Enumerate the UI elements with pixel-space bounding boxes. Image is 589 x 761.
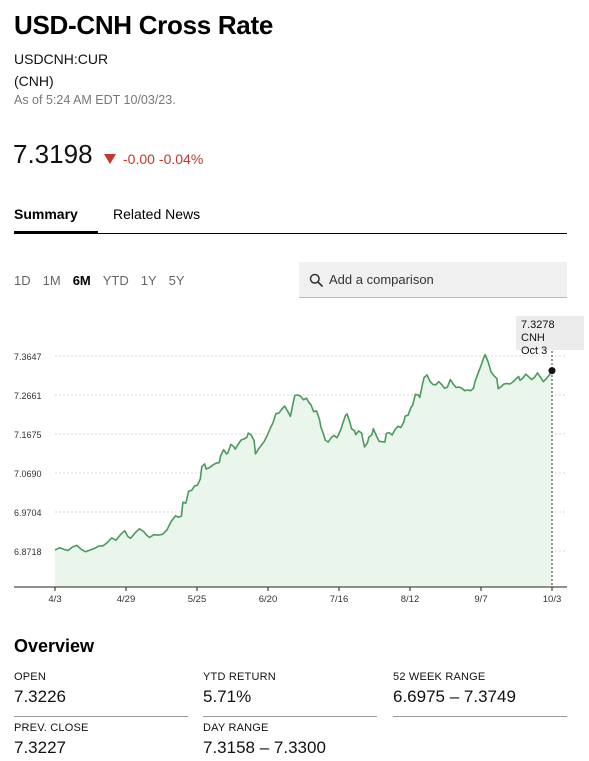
stat-ytd-return: YTD RETURN 5.71% xyxy=(203,671,377,717)
stat-open: OPEN 7.3226 xyxy=(14,671,188,717)
stat-label: 52 WEEK RANGE xyxy=(393,671,486,683)
down-arrow-icon xyxy=(104,154,116,164)
current-point-marker xyxy=(548,367,556,375)
range-5y[interactable]: 5Y xyxy=(168,273,185,288)
currency-label: (CNH) xyxy=(14,73,54,89)
stat-label: PREV. CLOSE xyxy=(14,722,89,734)
stat-day-range: DAY RANGE 7.3158 – 7.3300 xyxy=(203,722,377,761)
chart-tooltip: 7.3278 CNH Oct 3 xyxy=(516,316,584,357)
tab-bar: Summary Related News xyxy=(14,206,567,234)
overview-title: Overview xyxy=(14,636,95,656)
y-tick-label: 6.8718 xyxy=(14,547,42,557)
x-tick-label: 6/20 xyxy=(259,594,278,605)
stat-label: YTD RETURN xyxy=(203,671,276,683)
x-tick-label: 9/7 xyxy=(474,594,487,605)
x-tick-label: 8/12 xyxy=(401,594,420,605)
price-change: -0.00 -0.04% xyxy=(104,151,203,167)
y-tick-label: 7.0690 xyxy=(14,469,42,479)
y-tick-label: 6.9704 xyxy=(14,508,42,518)
range-1d[interactable]: 1D xyxy=(14,273,31,288)
y-tick-label: 7.1675 xyxy=(14,430,42,440)
stat-value: 6.6975 – 7.3749 xyxy=(393,687,516,706)
stat-value: 7.3226 xyxy=(14,687,66,706)
stat-label: OPEN xyxy=(14,671,46,683)
tab-related-news[interactable]: Related News xyxy=(113,206,201,222)
x-tick-label: 7/16 xyxy=(330,594,349,605)
change-percent: -0.04% xyxy=(158,151,204,167)
page-title: USD-CNH Cross Rate xyxy=(14,10,273,40)
range-1m[interactable]: 1M xyxy=(42,273,61,288)
y-tick-label: 7.3647 xyxy=(14,352,42,362)
y-tick-label: 7.2661 xyxy=(14,391,42,401)
tooltip-value: 7.3278 CNH xyxy=(521,319,555,344)
range-1y[interactable]: 1Y xyxy=(140,273,157,288)
ticker-symbol: USDCNH:CUR xyxy=(14,51,109,67)
x-tick-label: 4/3 xyxy=(48,594,61,605)
stat-prev-close: PREV. CLOSE 7.3227 xyxy=(14,722,188,761)
time-range-selector: 1D 1M 6M YTD 1Y 5Y xyxy=(14,273,197,288)
stat-52-week-range: 52 WEEK RANGE 6.6975 – 7.3749 xyxy=(393,671,567,717)
range-ytd[interactable]: YTD xyxy=(102,273,129,288)
add-comparison-input[interactable]: Add a comparison xyxy=(299,262,567,298)
stat-value: 7.3158 – 7.3300 xyxy=(203,738,326,757)
series-line xyxy=(54,353,553,553)
current-price: 7.3198 xyxy=(13,139,93,169)
stat-label: DAY RANGE xyxy=(203,722,269,734)
x-tick-label: 10/3 xyxy=(543,594,562,605)
x-tick-label: 5/25 xyxy=(188,594,207,605)
tooltip-date: Oct 3 xyxy=(521,345,548,357)
tab-summary[interactable]: Summary xyxy=(14,206,98,234)
price-chart[interactable]: 7.3647 7.2661 7.1675 7.0690 6.9704 6.8718 4/3 4… xyxy=(0,300,589,610)
search-icon xyxy=(309,273,323,287)
as-of-timestamp: As of 5:24 AM EDT 10/03/23. xyxy=(14,93,176,107)
comparison-placeholder: Add a comparison xyxy=(329,272,434,287)
stat-value: 5.71% xyxy=(203,687,252,706)
range-6m[interactable]: 6M xyxy=(72,273,91,288)
change-value: -0.00 xyxy=(123,151,155,167)
stat-value: 7.3227 xyxy=(14,738,66,757)
x-tick-label: 4/29 xyxy=(117,594,136,605)
series-area xyxy=(55,354,552,587)
